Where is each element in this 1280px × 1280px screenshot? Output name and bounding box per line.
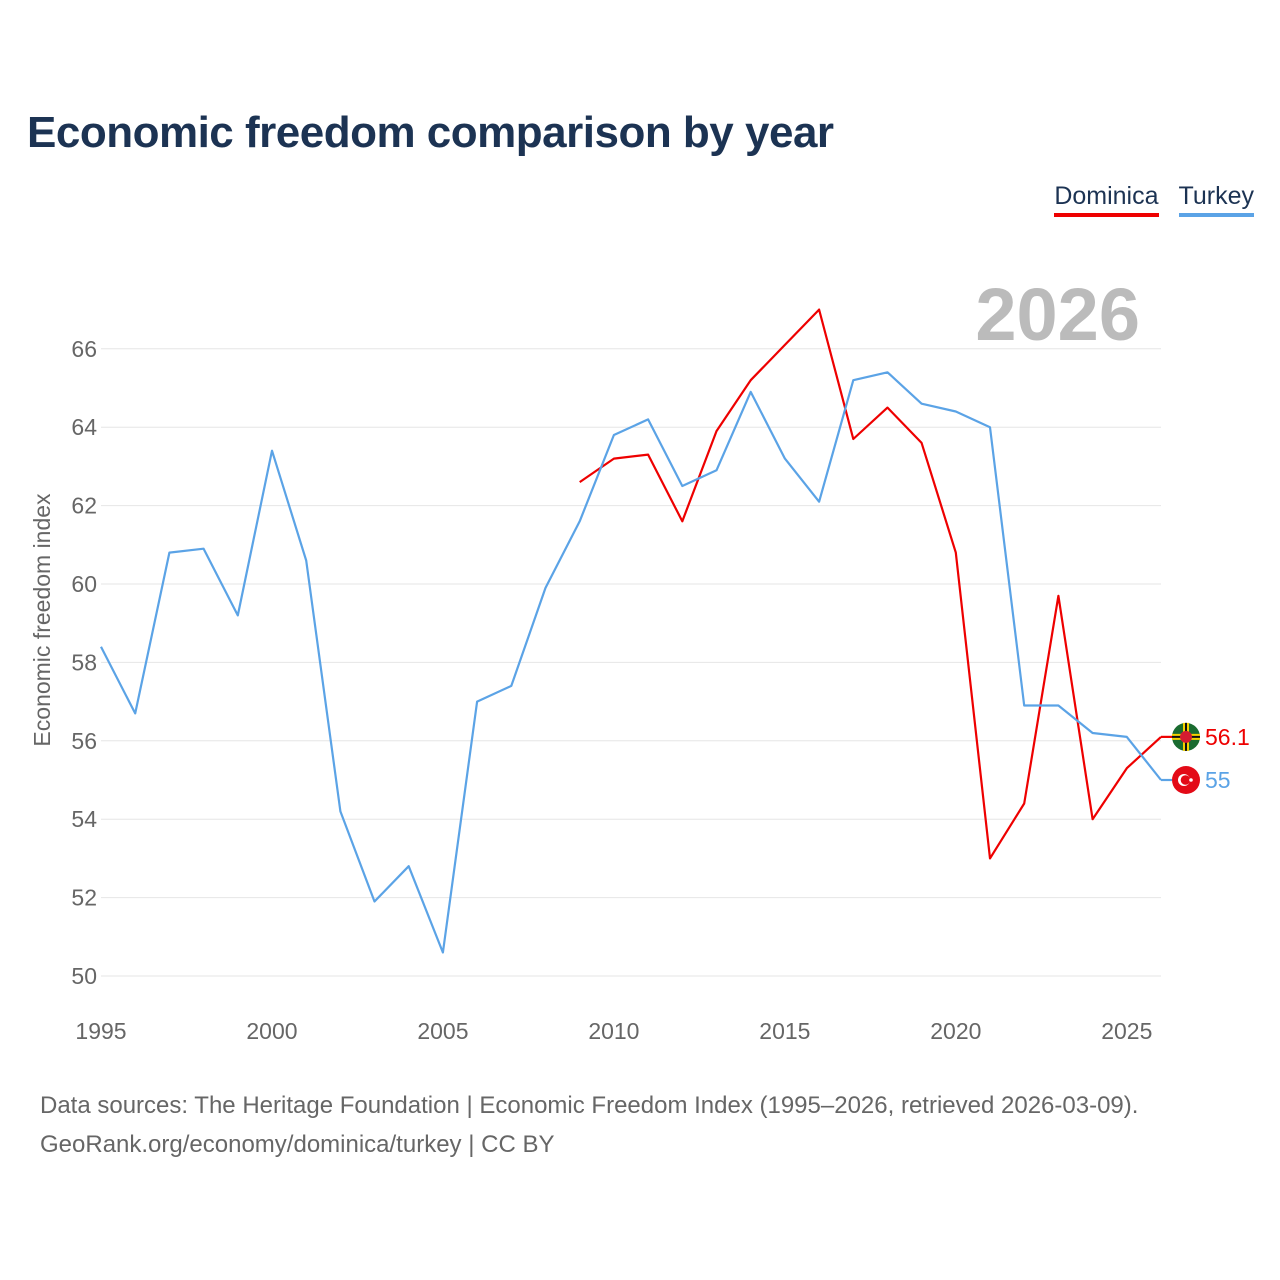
y-tick-label: 60 bbox=[71, 571, 97, 597]
x-tick-label: 2000 bbox=[246, 1018, 297, 1044]
attribution-link[interactable]: GeoRank.org/economy/dominica/turkey | CC… bbox=[40, 1131, 555, 1158]
y-tick-label: 66 bbox=[71, 336, 97, 362]
y-tick-label: 56 bbox=[71, 728, 97, 754]
legend: Dominica Turkey bbox=[1054, 182, 1254, 217]
y-tick-label: 64 bbox=[71, 414, 97, 440]
x-tick-label: 2020 bbox=[930, 1018, 981, 1044]
y-tick-label: 58 bbox=[71, 649, 97, 675]
x-tick-label: 2010 bbox=[588, 1018, 639, 1044]
y-tick-label: 62 bbox=[71, 493, 97, 519]
end-value-label-dominica: 56.1 bbox=[1205, 724, 1250, 750]
series-line-turkey[interactable] bbox=[100, 371, 1162, 954]
legend-item-turkey[interactable]: Turkey bbox=[1178, 182, 1254, 217]
end-labels: 56.1 55 bbox=[1161, 722, 1250, 794]
x-tick-label: 2025 bbox=[1101, 1018, 1152, 1044]
end-value-label-turkey: 55 bbox=[1205, 767, 1231, 793]
chart-title: Economic freedom comparison by year bbox=[27, 108, 834, 157]
x-tick-label: 2015 bbox=[759, 1018, 810, 1044]
line-chart: 2026 Economic freedom index 50 52 54 56 58 60… bbox=[29, 273, 1250, 1044]
series-line-dominica[interactable] bbox=[579, 308, 1162, 860]
x-tick-label: 2005 bbox=[417, 1018, 468, 1044]
x-tick-label: 1995 bbox=[75, 1018, 126, 1044]
series-lines bbox=[100, 308, 1162, 954]
y-tick-label: 54 bbox=[71, 806, 97, 832]
year-watermark: 2026 bbox=[975, 273, 1140, 356]
y-tick-label: 50 bbox=[71, 963, 97, 989]
y-axis-label: Economic freedom index bbox=[29, 493, 55, 747]
data-source-note: Data sources: The Heritage Foundation | … bbox=[40, 1092, 1139, 1119]
axis-ticks: 50 52 54 56 58 60 62 64 66 1995 2000 2005 2010 2015 20… bbox=[71, 336, 1152, 1044]
gridlines bbox=[101, 348, 1161, 977]
flag-icon-turkey bbox=[1172, 766, 1200, 794]
y-tick-label: 52 bbox=[71, 885, 97, 911]
footer: Data sources: The Heritage Foundation | … bbox=[40, 1086, 1138, 1164]
legend-item-dominica[interactable]: Dominica bbox=[1054, 182, 1159, 217]
flag-icon-dominica bbox=[1172, 722, 1200, 751]
